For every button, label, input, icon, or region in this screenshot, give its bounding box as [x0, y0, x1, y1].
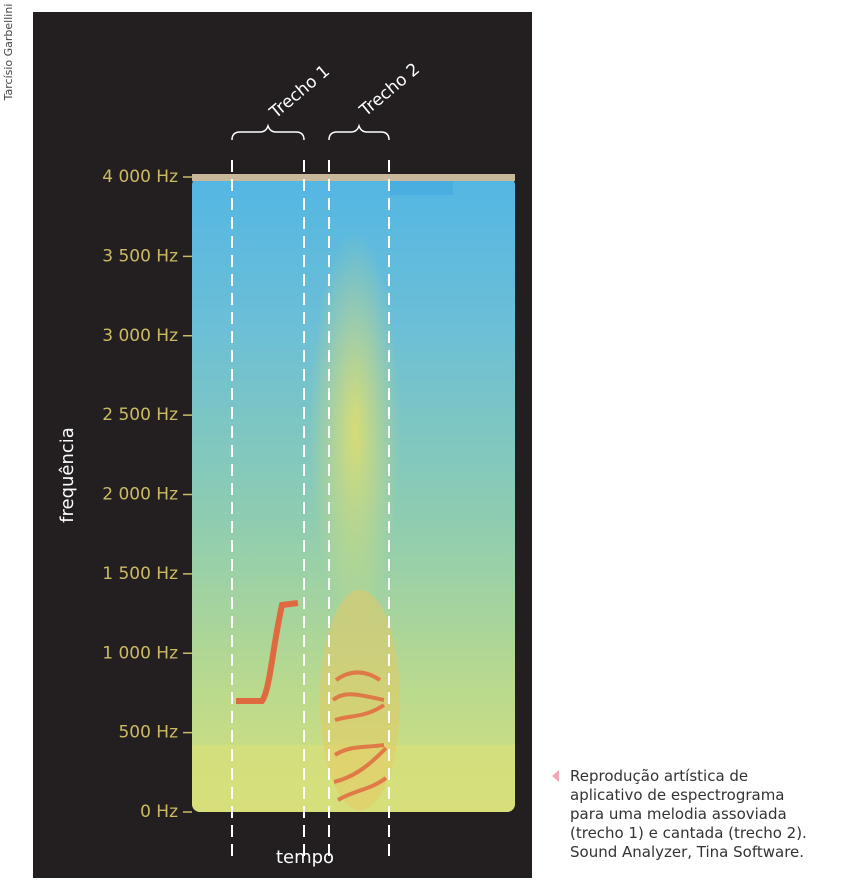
y-tick-label: 1 500 Hz	[102, 564, 178, 584]
caption-line: Sound Analyzer, Tina Software.	[570, 843, 804, 861]
top-bar	[192, 174, 515, 181]
y-tick-label: 0 Hz	[140, 802, 178, 822]
y-tick-label: 1 000 Hz	[102, 643, 178, 663]
spectrogram	[192, 170, 515, 815]
y-tick-label: 3 000 Hz	[102, 326, 178, 346]
figure: Trecho 1 Trecho 2 frequência tempo Tarcí…	[0, 0, 859, 882]
y-tick-label: 4 000 Hz	[102, 167, 178, 187]
y-tick-label: 2 000 Hz	[102, 485, 178, 505]
caption-line: aplicativo de espectrograma	[570, 786, 785, 804]
caption-line: para uma melodia assoviada	[570, 805, 787, 823]
y-tick-label: 3 500 Hz	[102, 246, 178, 266]
band	[390, 181, 453, 195]
caption-line: Reprodução artística de	[570, 767, 748, 785]
y-tick-label: 2 500 Hz	[102, 405, 178, 425]
credit: Tarcísio Garbellini	[2, 4, 15, 102]
y-axis-label: frequência	[57, 427, 78, 523]
page: {"chart_data": {"type": "spectrogram", "…	[0, 0, 859, 882]
y-tick-label: 500 Hz	[118, 723, 178, 743]
caption-line: (trecho 1) e cantada (trecho 2).	[570, 824, 807, 842]
energy	[310, 230, 400, 630]
caption-marker	[552, 770, 559, 782]
x-axis-label: tempo	[276, 847, 334, 868]
